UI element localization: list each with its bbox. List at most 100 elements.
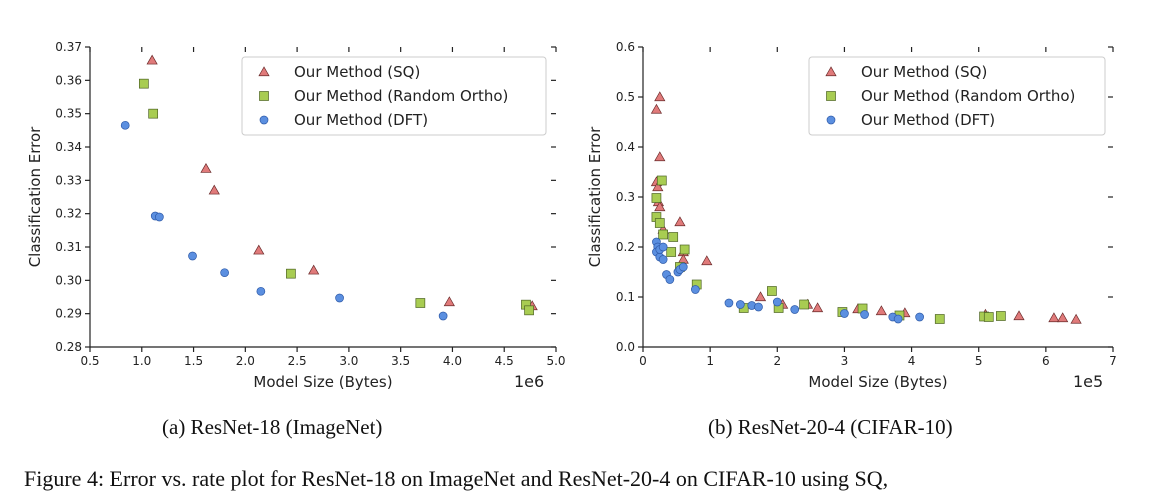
plot-b-point-triangle: [654, 91, 666, 102]
plot-a-point-circle: [155, 212, 164, 222]
plot-b-point-square: [666, 247, 677, 257]
plot-b-x-tick-label: 5: [975, 354, 983, 368]
plot-a-point-square: [148, 108, 159, 119]
plot-a-point-square: [286, 268, 296, 279]
plot-b-point-circle: [915, 312, 924, 322]
plot-a-point-circle: [220, 268, 229, 278]
plot-a-x-tick-label: 1.5: [184, 354, 203, 368]
plot-b-y-tick-label: 0.0: [616, 340, 635, 354]
plot-b-x-tick-label: 3: [841, 354, 849, 368]
plot-b-point-triangle: [1013, 310, 1025, 321]
plot-a-legend-marker: [258, 66, 270, 77]
plot-a-x-axis-label: Model Size (Bytes): [253, 373, 392, 391]
plot-b-point-square: [934, 314, 945, 324]
plot-b-x-axis-label: Model Size (Bytes): [808, 373, 947, 391]
plot-b-point-circle: [736, 300, 745, 309]
plot-a-point-triangle: [443, 296, 455, 307]
plot-b-legend-box: [808, 56, 1106, 136]
plot-b-x-tick-label: 7: [1109, 354, 1117, 368]
plot-b-point-triangle: [654, 201, 666, 212]
plot-b-point-square: [658, 229, 668, 240]
plot-b-point-circle: [893, 314, 903, 324]
plot-a-x-tick-label: 4.5: [495, 354, 514, 368]
plot-b-x-multiplier: 1e5: [1073, 372, 1103, 391]
plot-b-x-tick-label: 2: [773, 354, 781, 368]
plot-b-point-triangle: [1057, 312, 1069, 323]
plot-b-point-square: [668, 232, 679, 242]
plot-a-legend-label: Our Method (DFT): [294, 111, 428, 129]
plot-b-point-triangle: [875, 305, 887, 316]
plot-b-point-triangle: [1048, 312, 1060, 323]
plot-b-x-tick-label: 6: [1042, 354, 1050, 368]
plot-b-point-triangle: [701, 255, 713, 266]
plot-b-point-circle: [658, 255, 668, 264]
plot-b-legend-label: Our Method (Random Ortho): [861, 87, 1075, 105]
plot-b-y-axis-label: Classification Error: [586, 126, 604, 267]
figure-caption: Figure 4: Error vs. rate plot for ResNet…: [24, 466, 889, 491]
plot-a-y-tick-label: 0.34: [55, 140, 82, 154]
plot-a-point-square: [138, 78, 149, 89]
plot-a-x-tick-label: 3.5: [391, 354, 410, 368]
plot-b-point-triangle: [650, 103, 663, 114]
plot-a-point-square: [524, 305, 534, 316]
plot-b-point-triangle: [1070, 313, 1082, 324]
plot-a-y-tick-label: 0.33: [55, 173, 82, 187]
plot-a-x-tick-label: 4.0: [443, 354, 462, 368]
plot-a-x-multiplier: 1e6: [514, 372, 544, 391]
plot-b-point-circle: [658, 242, 668, 252]
plot-a-y-tick-label: 0.36: [55, 73, 82, 87]
plot-b-y-tick-label: 0.6: [616, 40, 635, 54]
plot-a-point-square: [415, 298, 426, 308]
plot-a-y-tick-label: 0.37: [55, 40, 82, 54]
plot-a-legend-marker: [259, 115, 269, 125]
plot-b-point-square: [656, 175, 667, 186]
plot-b-legend-marker: [825, 66, 837, 77]
plot-b-point-square: [996, 311, 1006, 321]
plot-b-y-tick-label: 0.2: [616, 240, 635, 254]
plot-a-legend-box: [241, 56, 547, 136]
plot-a-legend-label: Our Method (SQ): [294, 63, 420, 81]
plot-a-point-circle: [120, 120, 130, 130]
plot-a-point-triangle: [253, 244, 265, 255]
plot-a-y-tick-label: 0.32: [55, 207, 82, 221]
plot-b-x-tick-label: 4: [908, 354, 916, 368]
plot-b-y-tick-label: 0.1: [616, 290, 635, 304]
plot-a-y-tick-label: 0.35: [55, 107, 82, 121]
plot-b-point-circle: [691, 285, 700, 294]
plot-a-legend-label: Our Method (Random Ortho): [294, 87, 508, 105]
plot-b-point-square: [679, 244, 690, 255]
plot-b-point-circle: [724, 298, 734, 308]
plot-a-y-tick-label: 0.29: [55, 307, 82, 321]
plot-b-point-triangle: [674, 216, 686, 227]
plot-a-y-tick-label: 0.31: [55, 240, 82, 254]
plot-a-x-tick-label: 0.5: [80, 354, 99, 368]
plot-b-point-square: [799, 299, 809, 310]
plot-a-y-tick-label: 0.30: [55, 273, 82, 287]
plot-a-x-tick-label: 1.0: [132, 354, 151, 368]
plot-b-point-circle: [840, 309, 849, 318]
plot-b-point-circle: [678, 262, 688, 272]
plot-b-point-square: [767, 286, 777, 296]
plot-a-point-triangle: [308, 264, 320, 275]
plot-b-point-triangle: [652, 181, 664, 192]
plot-a-point-circle: [335, 293, 344, 303]
plot-b-point-square: [654, 218, 665, 228]
plot-b-point-triangle: [654, 151, 666, 162]
subplot-a-caption: (a) ResNet-18 (ImageNet): [162, 415, 383, 439]
plot-b-y-tick-label: 0.5: [616, 90, 635, 104]
plot-a-point-triangle: [146, 54, 158, 65]
plot-b-x-tick-label: 0: [639, 354, 647, 368]
plot-b-point-circle: [754, 302, 763, 312]
plot-a-point-triangle: [208, 184, 220, 195]
plot-b-point-square: [651, 193, 662, 203]
plot-a-x-tick-label: 2.5: [288, 354, 307, 368]
plot-b-x-tick-label: 1: [706, 354, 714, 368]
plot-b-point-circle: [860, 310, 869, 319]
plot-b-point-triangle: [811, 302, 824, 313]
plot-a-legend-marker: [259, 91, 269, 101]
plot-b-point-square: [983, 312, 994, 322]
plot-a-x-tick-label: 3.0: [339, 354, 358, 368]
plot-a-point-triangle: [200, 162, 212, 173]
plot-b-point-circle: [772, 297, 782, 307]
